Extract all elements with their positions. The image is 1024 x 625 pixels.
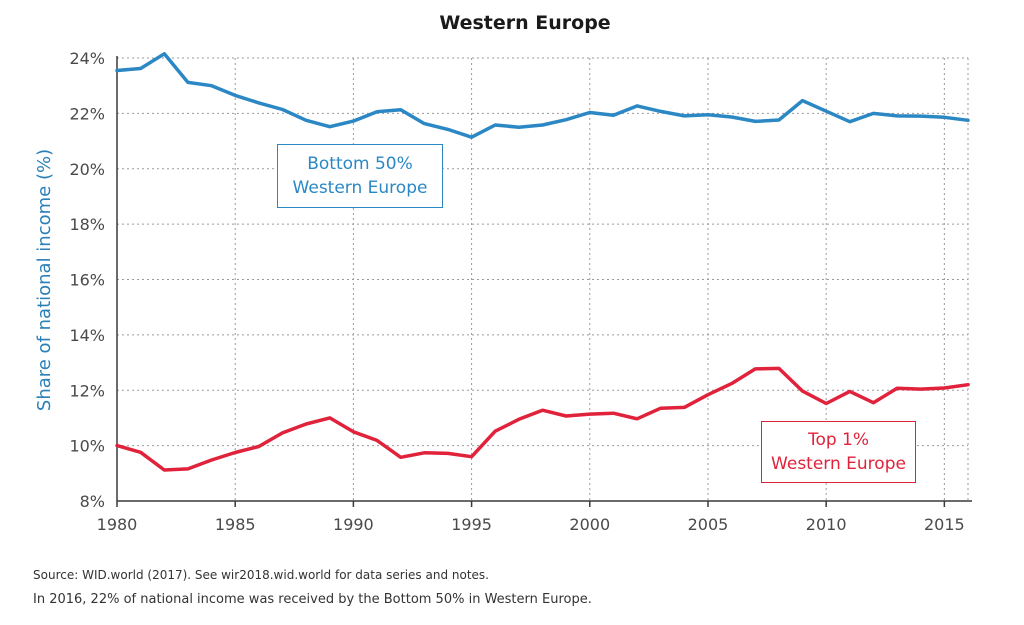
x-tick-labels: 1980 1985 1990 1995 2000 2005 2010 2015	[97, 515, 965, 534]
x-tick-label: 2000	[569, 515, 610, 534]
bottom50-annotation-line2: Western Europe	[292, 178, 428, 198]
x-tick-label: 1990	[333, 515, 374, 534]
chart-title: Western Europe	[439, 12, 611, 34]
grid-lines	[117, 57, 969, 501]
bottom50-series-line	[115, 52, 970, 139]
x-tick-label: 2010	[806, 515, 847, 534]
y-tick-label: 14%	[69, 326, 105, 345]
y-tick-label: 12%	[69, 381, 105, 400]
y-tick-label: 22%	[69, 104, 105, 123]
top1-annotation-line2: Western Europe	[771, 454, 906, 474]
source-note: Source: WID.world (2017). See wir2018.wi…	[33, 568, 489, 582]
x-tick-label: 2005	[688, 515, 729, 534]
line-chart: 8%10%12%14%16%18%20%22%24% 1980 1985 1990 1…	[34, 49, 972, 534]
y-tick-label: 18%	[69, 215, 105, 234]
caption-note: In 2016, 22% of national income was rece…	[33, 592, 592, 607]
y-tick-labels: 8% 10% 12% 14% 16% 18% 20% 22% 24%	[69, 49, 105, 511]
y-tick-label: 8%	[80, 492, 105, 511]
y-tick-label: 10%	[69, 437, 105, 456]
bottom50-annotation-line1: Bottom 50%	[307, 154, 413, 174]
y-tick-label: 24%	[69, 49, 105, 68]
top1-annotation-line1: Top 1%	[807, 430, 870, 450]
top1-annotation: Top 1% Western Europe	[761, 421, 916, 483]
y-tick-label: 20%	[69, 160, 105, 179]
x-tick-label: 2015	[924, 515, 965, 534]
y-axis-label: Share of national income (%)	[34, 149, 55, 411]
x-tick-label: 1985	[215, 515, 256, 534]
axes	[116, 56, 972, 507]
y-tick-label: 16%	[69, 271, 105, 290]
x-tick-label: 1995	[451, 515, 492, 534]
series-lines	[115, 52, 970, 472]
top1-series-line	[115, 366, 970, 472]
x-tick-label: 1980	[97, 515, 138, 534]
bottom50-annotation: Bottom 50% Western Europe	[277, 144, 443, 208]
